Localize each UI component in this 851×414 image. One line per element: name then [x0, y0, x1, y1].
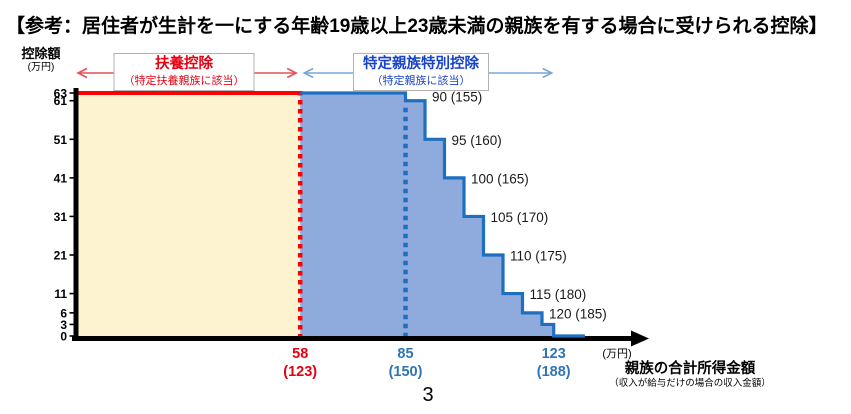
x-axis-subtitle: （収入が給与だけの場合の収入金額）: [609, 378, 771, 390]
x-tick-salary-label: (188): [537, 364, 571, 380]
legend-tokutei-subtitle: （特定親族に該当）: [371, 74, 471, 87]
y-tick-label: 6: [60, 306, 67, 320]
step-label: 120 (185): [549, 306, 607, 321]
region-tokutei-shinzoku: [300, 93, 554, 336]
x-axis-arrowhead: [631, 330, 649, 347]
y-axis-unit: (万円): [27, 61, 55, 73]
y-axis-title-text: 控除額: [21, 46, 61, 61]
x-tick-salary-label: (123): [283, 364, 317, 380]
x-tick-income-label: 123: [542, 346, 566, 362]
x-tick-salary-label: (150): [389, 364, 423, 380]
legend-box-fuyou-koujo: 扶養控除 （特定扶養親族に該当）: [113, 53, 255, 92]
fuyou-range-arrow-left-arrowhead-icon: [76, 67, 88, 79]
step-label: 110 (175): [510, 249, 567, 264]
y-tick-label: 51: [54, 133, 68, 147]
legend-tokutei-title: 特定親族特別控除: [363, 56, 479, 72]
step-label: 95 (160): [452, 133, 502, 148]
y-tick-label: 31: [54, 210, 68, 224]
y-tick-label: 63: [54, 87, 68, 101]
legend-box-tokutei-shinzoku: 特定親族特別控除 （特定親族に該当）: [353, 53, 489, 92]
legend-fuyou-title: 扶養控除: [155, 56, 213, 72]
y-tick-label: 61: [54, 94, 68, 108]
tokutei-range-arrow-right-arrowhead-icon: [542, 67, 554, 79]
y-tick-label: 41: [54, 171, 68, 185]
fuyou-range-arrow-right-arrowhead-icon: [286, 67, 298, 79]
x-axis-title: 親族の合計所得金額 （収入が給与だけの場合の収入金額）: [597, 361, 783, 390]
y-tick-label: 21: [54, 249, 68, 263]
legend-fuyou-subtitle: （特定扶養親族に該当）: [123, 74, 245, 87]
region-fuyou-koujo: [78, 93, 301, 336]
y-axis-title: 控除額 (万円): [12, 46, 70, 74]
y-tick-label: 11: [54, 287, 67, 301]
x-tick-income-label: 58: [292, 346, 308, 362]
step-label: 115 (180): [530, 287, 587, 302]
step-label: 100 (165): [471, 171, 529, 186]
tokutei-range-arrow-left-arrowhead-icon: [302, 67, 314, 79]
step-label: 90 (155): [432, 90, 482, 105]
x-tick-income-label: 85: [397, 346, 413, 362]
x-axis-unit: (万円): [602, 348, 631, 360]
y-tick-label: 3: [60, 318, 67, 332]
page-number: 3: [422, 384, 434, 406]
x-axis-title-text: 親族の合計所得金額: [624, 361, 756, 377]
y-tick-label: 0: [60, 330, 67, 344]
page-title: 【参考：居住者が生計を一にする年齢19歳以上23歳未満の親族を有する場合に受けら…: [6, 16, 828, 37]
step-label: 105 (170): [491, 210, 549, 225]
step-outline: [300, 91, 585, 338]
